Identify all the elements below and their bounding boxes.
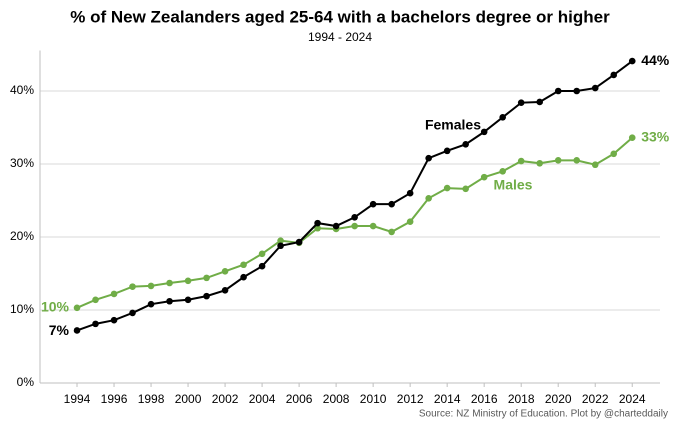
data-label: 10% [41, 299, 70, 315]
data-point [110, 290, 118, 298]
data-point [129, 309, 136, 317]
x-tick-label: 1996 [101, 392, 128, 406]
data-point [166, 297, 173, 305]
data-point [369, 222, 377, 230]
data-point [462, 140, 469, 148]
data-point [92, 320, 99, 328]
x-tick-label: 2014 [434, 392, 461, 406]
data-point [443, 147, 451, 155]
y-tick-label: 10% [10, 302, 34, 316]
source-note: Source: NZ Ministry of Education. Plot b… [419, 409, 668, 420]
data-point [110, 316, 118, 324]
data-point [573, 87, 581, 95]
data-point [554, 87, 562, 95]
data-point [351, 213, 358, 221]
chart-subtitle: 1994 - 2024 [308, 30, 372, 44]
data-point [499, 113, 506, 121]
data-point [258, 250, 266, 258]
data-point [277, 237, 284, 244]
data-point [73, 304, 81, 312]
x-tick-label: 2008 [323, 392, 350, 406]
data-point [314, 224, 321, 232]
x-tick-label: 2012 [397, 392, 424, 406]
data-point [554, 157, 562, 164]
data-point [517, 99, 525, 106]
data-point [573, 157, 581, 164]
data-point [147, 300, 155, 308]
data-point [536, 98, 544, 106]
x-tick-label: 1998 [138, 392, 165, 406]
data-point [129, 283, 136, 290]
data-label: 44% [641, 52, 670, 68]
x-tick-label: 2010 [360, 392, 387, 406]
x-tick-label: 2016 [471, 392, 498, 406]
data-point [240, 273, 247, 281]
data-point [92, 296, 99, 304]
data-point [295, 238, 303, 246]
data-point [184, 296, 192, 304]
data-point [184, 277, 192, 285]
x-tick-label: 2004 [249, 392, 276, 406]
data-point [480, 128, 488, 136]
x-tick-label: 2020 [545, 392, 572, 406]
data-point [240, 261, 247, 269]
data-point [369, 200, 377, 208]
data-point [388, 228, 395, 236]
x-tick-label: 2022 [582, 392, 609, 406]
data-label: 7% [49, 322, 70, 338]
y-tick-label: 20% [10, 229, 34, 243]
series-label: Males [494, 177, 533, 193]
y-tick-label: 0% [17, 375, 35, 389]
data-point [406, 218, 414, 225]
data-point [610, 150, 618, 158]
data-point [425, 154, 432, 162]
x-tick-label: 2002 [212, 392, 239, 406]
x-tick-label: 2024 [619, 392, 646, 406]
data-point [425, 195, 432, 202]
data-point [517, 157, 525, 165]
data-point [462, 185, 469, 193]
data-label: 33% [641, 128, 670, 144]
data-point [628, 134, 636, 142]
x-tick-label: 2006 [286, 392, 313, 406]
data-point [591, 161, 599, 169]
data-point [443, 184, 451, 192]
data-point [406, 189, 414, 197]
data-point [332, 222, 340, 230]
data-point [277, 242, 284, 250]
data-point [73, 327, 81, 334]
y-tick-label: 30% [10, 156, 34, 170]
data-point [591, 84, 599, 92]
data-point [221, 268, 229, 275]
data-point [610, 71, 618, 79]
data-point [166, 279, 173, 287]
series-label: Females [425, 117, 481, 133]
data-point [628, 57, 636, 65]
data-point [351, 222, 358, 230]
y-tick-label: 40% [10, 83, 34, 97]
x-tick-label: 1994 [64, 392, 91, 406]
data-point [314, 219, 321, 227]
data-point [480, 173, 488, 181]
data-point [258, 262, 266, 270]
x-tick-label: 2018 [508, 392, 535, 406]
data-point [203, 274, 210, 282]
chart-title: % of New Zealanders aged 25-64 with a ba… [70, 7, 610, 26]
data-point [221, 286, 229, 294]
data-point [388, 200, 395, 208]
data-point [499, 168, 506, 175]
x-tick-label: 2000 [175, 392, 202, 406]
data-point [147, 282, 155, 290]
data-point [203, 292, 210, 300]
data-point [536, 159, 544, 167]
